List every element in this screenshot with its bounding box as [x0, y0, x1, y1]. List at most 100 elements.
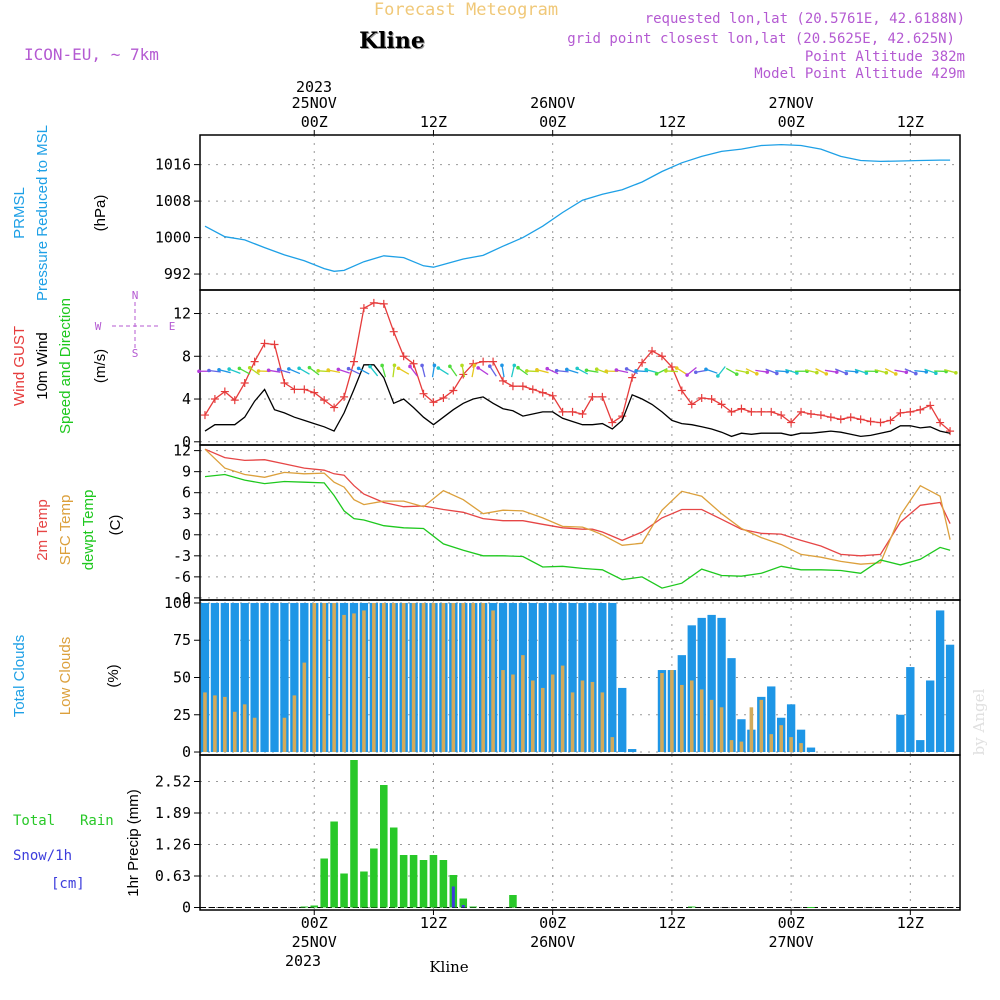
wind-labels: Wind GUST 10m Wind Speed and Direction (…: [11, 289, 175, 434]
model-label: ICON-EU, ~ 7km: [24, 45, 159, 64]
low-cloud-bar: [352, 613, 356, 753]
top-hour-label: 12Z: [658, 113, 685, 131]
gust-point: [697, 393, 706, 402]
clouds-unit: (%): [105, 664, 122, 687]
wind-arrow: [298, 367, 310, 375]
total-cloud-bar: [727, 658, 736, 753]
wind-arrow-head: [734, 372, 739, 376]
gust-point: [568, 407, 577, 416]
wind-gust-line: [204, 302, 951, 432]
wind-arrow: [665, 370, 678, 373]
total-cloud-bar: [618, 687, 627, 753]
total-cloud-bar: [538, 602, 547, 753]
wind-arrow-head: [716, 374, 720, 378]
gust-point: [926, 401, 935, 410]
gust-point: [399, 352, 408, 361]
total-cloud-bar: [598, 602, 607, 753]
wind-arrow-head: [396, 366, 401, 371]
gust-point: [816, 411, 825, 420]
wind-arrow-head: [614, 368, 619, 372]
wind-arrow: [824, 369, 837, 373]
wind-arrow: [278, 368, 291, 374]
bottom-year-label: 2023: [285, 952, 321, 970]
top-date-label: 26NOV: [530, 94, 575, 112]
low-cloud-bar: [521, 655, 525, 753]
rain-bar: [370, 848, 378, 908]
wind-arrow: [489, 365, 497, 377]
wind-arrow: [676, 367, 688, 375]
rain-bar: [360, 871, 368, 908]
low-cloud-bar: [570, 692, 575, 753]
wind-arrow-head: [197, 369, 201, 374]
wind-label: 10m Wind: [34, 332, 51, 400]
gust-point: [856, 415, 865, 424]
gust-point: [379, 299, 388, 308]
wind-arrow-head: [535, 367, 539, 372]
wind-arrow-head: [436, 366, 441, 370]
bottom-date-label: 26NOV: [530, 933, 575, 951]
compass-north: N: [132, 289, 139, 302]
gust-point: [429, 398, 438, 407]
gust-point: [508, 382, 517, 391]
credit-watermark: by Angel: [970, 688, 988, 755]
low-cloud-bar: [590, 681, 595, 753]
rain-bar: [429, 855, 438, 908]
bottom-hour-label: 00Z: [778, 914, 805, 932]
low-cloud-bar: [680, 684, 684, 753]
wind-arrow: [268, 369, 281, 373]
total-cloud-bar: [230, 602, 239, 753]
total-cloud-bar: [935, 610, 945, 753]
rain-bar: [509, 895, 517, 908]
gust-point: [687, 400, 696, 409]
wind-arrow-head: [565, 367, 569, 372]
top-year-label: 2023: [296, 78, 332, 96]
y-tick-label: 4: [182, 390, 191, 408]
low-cloud-bar: [481, 602, 485, 753]
bottom-hour-label: 12Z: [420, 914, 447, 932]
gust-point: [558, 407, 567, 416]
low-cloud-bar: [550, 674, 555, 753]
low-cloud-bar: [709, 699, 714, 753]
gust-point: [419, 389, 428, 398]
total-cloud-bar: [697, 617, 706, 753]
total-cloud-bar: [568, 602, 577, 753]
gust-point: [936, 418, 945, 427]
total-cloud-bar: [200, 602, 210, 753]
total-cloud-bar: [608, 602, 617, 753]
wind-arrow: [449, 365, 458, 377]
low-cloud-bar: [729, 740, 734, 753]
wind-arrow-head: [432, 363, 437, 368]
gust-point: [210, 395, 219, 404]
total-cloud-bar: [767, 686, 776, 753]
point-altitude: Point Altitude 382m: [805, 49, 965, 65]
wind-arrow: [208, 369, 221, 373]
pressure-unit: (hPa): [92, 195, 109, 232]
wind-arrow-head: [512, 363, 517, 368]
y-tick-label: 9: [182, 463, 191, 481]
wind-arrow-head: [448, 364, 452, 369]
y-tick-label: 0.63: [155, 867, 191, 885]
rain-bar: [807, 907, 815, 908]
wind-arrow: [586, 369, 599, 373]
wind-arrow: [804, 369, 817, 374]
wind-arrow: [348, 368, 360, 375]
low-cloud-bar: [471, 602, 475, 753]
wind-arrow-head: [545, 366, 550, 371]
wind-direction-label: Speed and Direction: [57, 298, 74, 434]
wind-arrow: [725, 367, 738, 375]
y-tick-label: -9: [173, 589, 191, 607]
low-cloud-bar: [302, 662, 307, 753]
gust-point: [538, 388, 547, 397]
wind-arrow-head: [472, 363, 477, 368]
wind-arrow: [745, 368, 758, 375]
rain-bar: [399, 855, 408, 908]
wind-arrow-head: [775, 371, 779, 376]
rain-bar: [310, 905, 319, 908]
total-cloud-bar: [707, 614, 716, 753]
gust-point: [886, 416, 895, 425]
low-cloud-bar: [312, 602, 317, 753]
gust-point: [757, 407, 766, 416]
low-cloud-bar: [372, 602, 376, 753]
prmsl-label: PRMSL: [11, 187, 28, 239]
